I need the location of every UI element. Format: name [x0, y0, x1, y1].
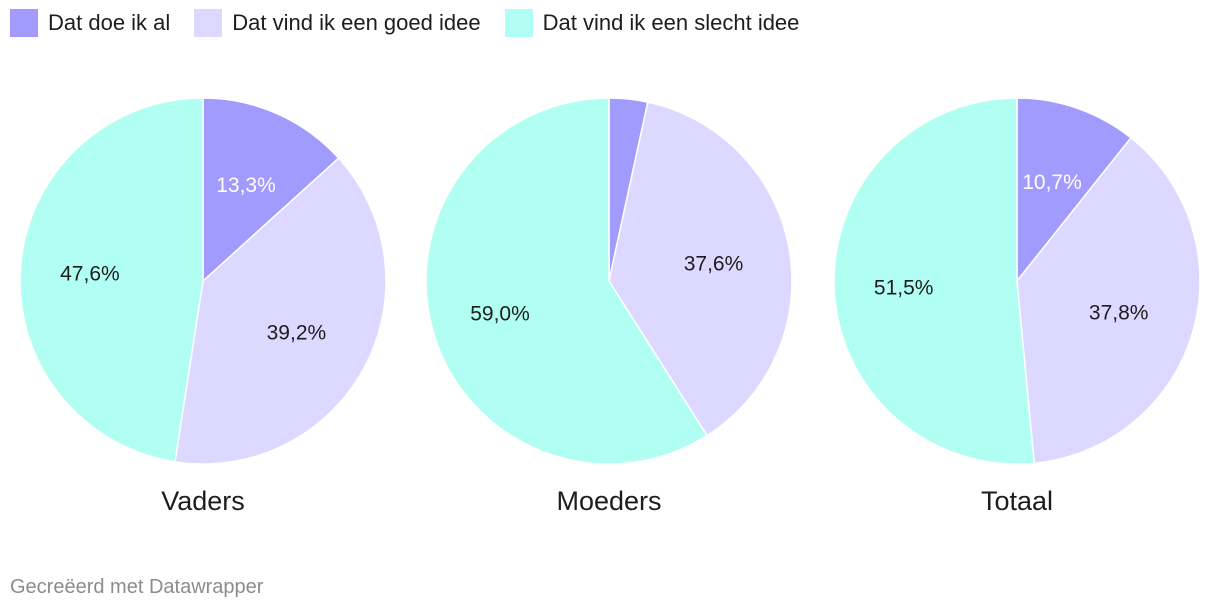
legend-item-goed-idee: Dat vind ik een goed idee [194, 9, 481, 37]
legend-label: Dat vind ik een goed idee [232, 10, 481, 35]
pie-slice [19, 97, 204, 463]
footer-credit: Gecreëerd met Datawrapper [10, 576, 264, 598]
slice-value-label: 37,6% [684, 252, 744, 275]
pie-slice [1016, 97, 1133, 284]
pie-slice [425, 97, 709, 465]
legend-swatch [504, 9, 533, 37]
pie-slice [1016, 136, 1201, 465]
slice-value-label: 13,3% [216, 174, 276, 197]
legend-swatch [10, 9, 38, 37]
pie-slice [833, 97, 1036, 465]
legend-swatch [194, 9, 223, 37]
legend-item-slecht-idee: Dat vind ik een slecht idee [504, 9, 800, 37]
pie-title: Moeders [556, 486, 661, 516]
slice-value-label: 51,5% [874, 276, 934, 299]
legend-label: Dat doe ik al [48, 10, 171, 35]
slice-value-label: 10,7% [1022, 171, 1082, 194]
slice-value-label: 37,8% [1089, 301, 1149, 324]
legend-label: Dat vind ik een slecht idee [542, 10, 800, 35]
pie-title: Totaal [981, 486, 1053, 516]
legend-item-doe-ik-al: Dat doe ik al [10, 9, 170, 37]
slice-value-label: 39,2% [267, 321, 327, 344]
pie-slice [202, 97, 340, 283]
pie-title: Vaders [161, 486, 245, 516]
pie-slice [174, 157, 387, 465]
slice-value-label: 47,6% [60, 262, 120, 285]
chart-legend: Dat doe ik al Dat vind ik een goed idee … [10, 9, 823, 37]
slice-value-label: 59,0% [470, 303, 530, 326]
